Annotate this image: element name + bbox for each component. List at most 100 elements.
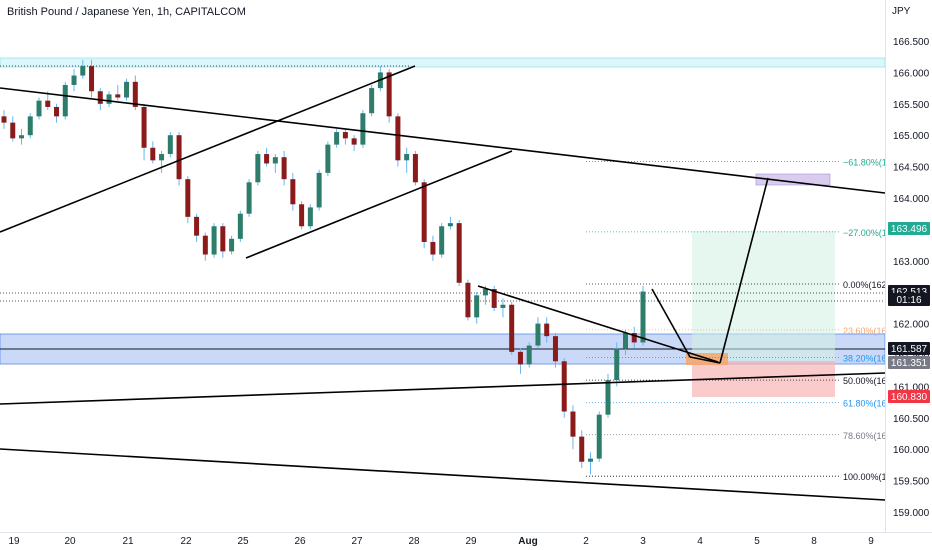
lower-trendline xyxy=(0,448,886,501)
y-tick-14: 159.500 xyxy=(893,477,930,488)
candlestick-series xyxy=(1,59,646,475)
x-label-6: 27 xyxy=(351,536,363,547)
fibonacci-levels: −61.80%(1 −27.00%(1 0.00%(162 23.60%(16 38.2… xyxy=(586,158,887,482)
horizontal-support-line xyxy=(0,372,886,405)
x-label-15: 9 xyxy=(868,536,874,547)
candle-body-26 xyxy=(229,238,235,252)
ascending-channel-top xyxy=(0,65,416,233)
x-label-12: 4 xyxy=(697,536,703,547)
candle-body-28 xyxy=(246,182,252,214)
projection-leg-1 xyxy=(651,288,691,358)
candle-body-11 xyxy=(97,91,103,104)
y-tick-3: 165.000 xyxy=(893,131,930,142)
x-label-13: 5 xyxy=(754,536,760,547)
y-tick-4: 164.500 xyxy=(893,163,930,174)
candle-body-66 xyxy=(579,436,585,462)
candle-body-30 xyxy=(264,154,270,164)
x-label-3: 22 xyxy=(180,536,192,547)
candle-body-55 xyxy=(482,289,488,296)
trendlines xyxy=(0,65,886,501)
candle-body-5 xyxy=(45,100,51,107)
candle-body-64 xyxy=(561,361,567,412)
candle-body-4 xyxy=(36,100,42,117)
candle-body-33 xyxy=(290,179,296,205)
y-tick-15: 159.000 xyxy=(893,508,930,519)
price-tag-bg-4 xyxy=(888,356,930,369)
candle-body-58 xyxy=(509,304,515,352)
candle-body-12 xyxy=(106,94,112,104)
candle-body-65 xyxy=(570,411,576,437)
x-label-0: 19 xyxy=(8,536,20,547)
candle-body-6 xyxy=(54,106,60,117)
candle-body-70 xyxy=(614,348,620,381)
candle-body-56 xyxy=(491,289,497,308)
x-label-11: 3 xyxy=(640,536,646,547)
candle-body-48 xyxy=(421,182,427,242)
candle-body-37 xyxy=(325,144,331,173)
candle-body-68 xyxy=(596,414,602,459)
y-tick-2: 165.500 xyxy=(893,100,930,111)
candle-body-44 xyxy=(386,72,392,117)
candle-body-15 xyxy=(132,81,138,107)
candle-body-47 xyxy=(412,154,418,183)
price-tag-bg-2 xyxy=(888,293,930,306)
y-tick-7: 163.000 xyxy=(893,257,930,268)
x-label-10: 2 xyxy=(583,536,589,547)
flag-trendline xyxy=(477,285,719,363)
candle-body-2 xyxy=(19,135,25,139)
x-label-2: 21 xyxy=(122,536,134,547)
candle-body-51 xyxy=(447,223,453,227)
ascending-channel-bottom xyxy=(245,150,513,259)
time-axis-border xyxy=(0,532,932,533)
x-label-14: 8 xyxy=(811,536,817,547)
candle-body-41 xyxy=(360,113,366,145)
candle-body-69 xyxy=(605,380,611,415)
candle-body-63 xyxy=(552,336,558,362)
candle-body-1 xyxy=(10,122,16,139)
fib-label-2: 0.00%(162 xyxy=(843,280,887,290)
candle-body-14 xyxy=(124,81,130,98)
y-tick-9: 162.000 xyxy=(893,320,930,331)
candle-body-36 xyxy=(316,172,322,208)
x-label-1: 20 xyxy=(64,536,76,547)
candle-body-71 xyxy=(622,333,628,349)
projection-leg-2 xyxy=(689,356,721,364)
candle-body-3 xyxy=(27,116,33,136)
fib-label-3: 23.60%(16 xyxy=(843,326,887,336)
price-tag-bg-3 xyxy=(888,342,930,355)
candle-body-0 xyxy=(1,116,7,123)
target-box xyxy=(755,173,831,186)
candle-body-53 xyxy=(465,282,471,318)
descending-trendline-upper xyxy=(0,87,886,194)
fib-label-1: −27.00%(1 xyxy=(843,228,887,238)
fib-label-5: 50.00%(16 xyxy=(843,376,887,386)
candle-body-24 xyxy=(211,226,217,255)
candle-body-72 xyxy=(631,333,637,343)
candle-body-38 xyxy=(334,132,340,145)
price-tag-bg-5 xyxy=(888,390,930,403)
candle-body-17 xyxy=(150,147,156,161)
candle-body-49 xyxy=(430,241,436,255)
candle-body-39 xyxy=(342,132,348,139)
y-tick-12: 160.500 xyxy=(893,414,930,425)
candle-body-67 xyxy=(587,458,593,462)
price-tag-3: 161.587 xyxy=(891,344,928,355)
candle-body-22 xyxy=(194,216,200,236)
fib-label-0: −61.80%(1 xyxy=(843,158,887,168)
x-label-7: 28 xyxy=(408,536,420,547)
candle-body-35 xyxy=(307,207,313,227)
candle-body-19 xyxy=(167,135,173,155)
price-tag-bg-0 xyxy=(888,222,930,235)
candle-body-9 xyxy=(80,66,86,76)
candle-body-46 xyxy=(404,154,410,161)
price-axis: 166.500 166.000 165.500 165.000 164.500 164.0… xyxy=(893,37,930,519)
candle-body-13 xyxy=(115,94,121,98)
x-label-4: 25 xyxy=(237,536,249,547)
price-tag-4: 161.351 xyxy=(891,358,928,369)
y-tick-0: 166.500 xyxy=(893,37,930,48)
candle-body-34 xyxy=(299,204,305,227)
candle-body-73 xyxy=(640,291,646,343)
price-tag-0: 163.496 xyxy=(891,224,928,235)
candle-body-25 xyxy=(220,226,226,252)
